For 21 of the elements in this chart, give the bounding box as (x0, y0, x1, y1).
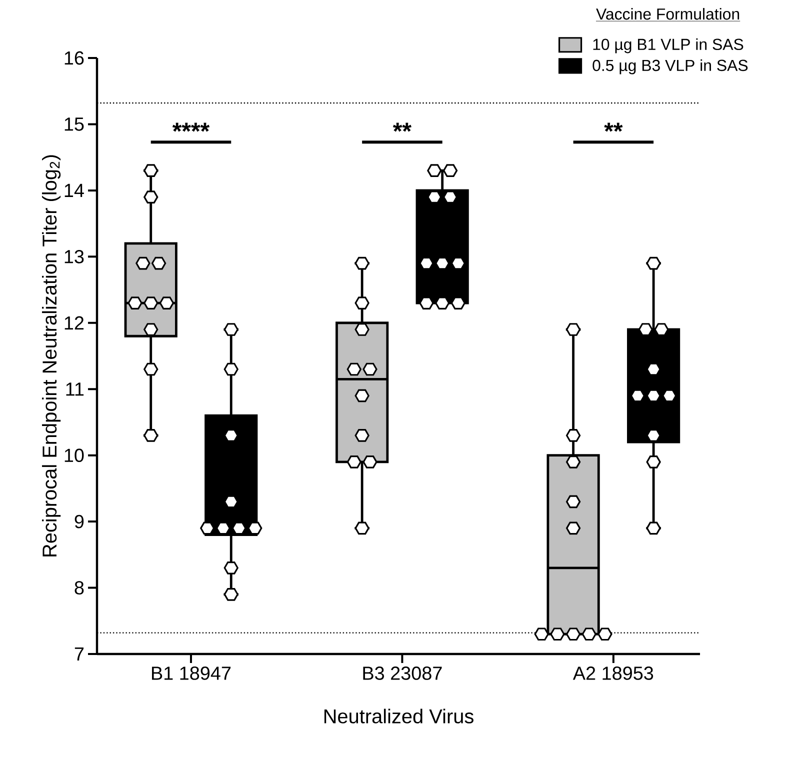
y-tick-label: 12 (64, 316, 84, 330)
y-tick-label: 15 (64, 118, 84, 131)
y-tick-label: 10 (64, 448, 84, 462)
legend-label: 10 µg B1 VLP in SAS (593, 38, 744, 54)
y-tick-label: 9 (74, 514, 84, 528)
annotation: ** (392, 122, 412, 132)
y-tick-label: 14 (64, 184, 84, 197)
y-tick-label: 13 (64, 250, 84, 264)
legend-label: 0.5 µg B3 VLP in SAS (592, 59, 748, 74)
x-axis-title: Neutralized Virus (324, 708, 474, 724)
annotation: **** (172, 122, 210, 132)
y-tick-label: 16 (64, 51, 84, 65)
y-tick-label: 8 (74, 581, 84, 594)
y-tick-label: 7 (74, 647, 84, 661)
y-axis-title: Reciprocal Endpoint Neutralization Titer (log$_{2}$) (42, 155, 61, 556)
y-tick-label: 11 (66, 382, 84, 396)
x-tick-label: B3 23087 (363, 666, 442, 680)
x-tick-label: B1 18947 (152, 666, 231, 680)
x-tick-label: A2 18953 (572, 666, 654, 680)
annotation: ** (604, 122, 623, 132)
legend-title: Vaccine Formulation (596, 8, 740, 20)
